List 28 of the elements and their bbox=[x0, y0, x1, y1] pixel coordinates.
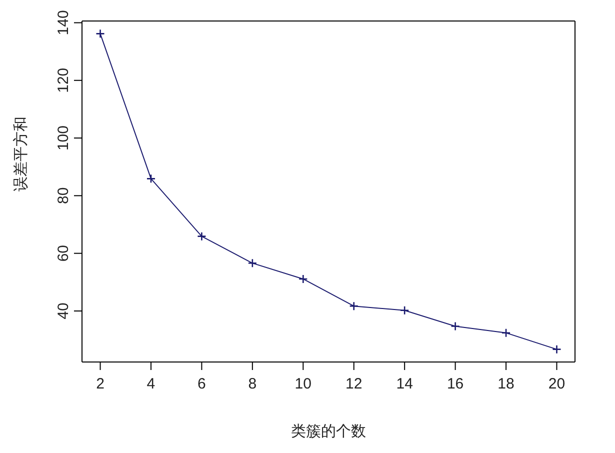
y-tick-label: 100 bbox=[55, 126, 72, 151]
point bbox=[146, 174, 156, 184]
x-tick-label: 2 bbox=[96, 376, 104, 393]
x-tick-label: 20 bbox=[548, 376, 566, 393]
x-axis-title: 类簇的个数 bbox=[291, 423, 366, 440]
x-tick-label: 14 bbox=[396, 376, 413, 393]
x-tick-label: 12 bbox=[346, 376, 362, 393]
point bbox=[197, 232, 206, 241]
x-tick-label: 18 bbox=[498, 376, 514, 393]
x-tick-label: 10 bbox=[294, 376, 312, 393]
point bbox=[298, 274, 308, 284]
y-tick-label: 80 bbox=[55, 187, 72, 204]
point bbox=[501, 328, 511, 338]
y-tick-label: 40 bbox=[55, 302, 72, 320]
y-tick-label: 60 bbox=[55, 244, 72, 262]
x-tick-label: 16 bbox=[446, 376, 464, 393]
point bbox=[400, 306, 410, 316]
point bbox=[552, 344, 562, 354]
point bbox=[349, 301, 359, 311]
x-tick-label: 4 bbox=[146, 376, 156, 393]
y-tick-label: 140 bbox=[55, 10, 72, 36]
x-tick-label: 6 bbox=[198, 376, 206, 393]
point bbox=[450, 322, 460, 331]
point bbox=[248, 258, 258, 268]
y-tick-label: 120 bbox=[55, 68, 72, 93]
x-tick-label: 8 bbox=[248, 376, 257, 393]
point bbox=[96, 29, 105, 38]
y-axis-title: 误差平方和 bbox=[12, 116, 30, 192]
